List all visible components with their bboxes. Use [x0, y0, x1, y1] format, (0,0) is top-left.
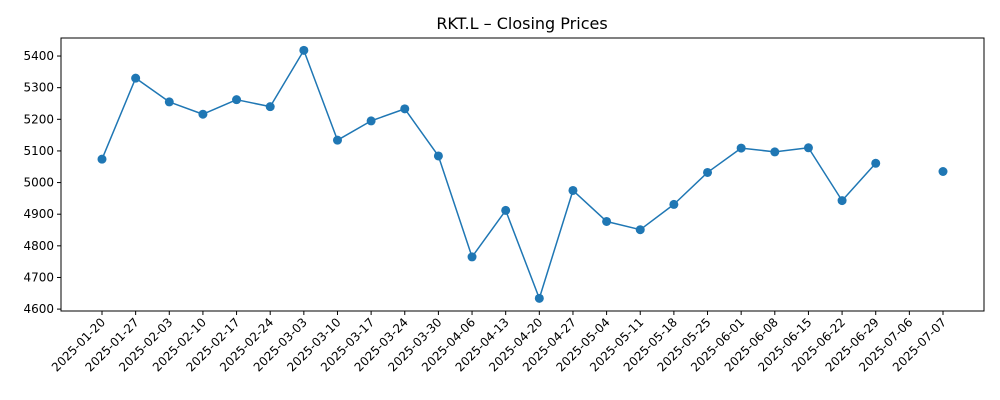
data-point	[97, 154, 107, 164]
data-point	[332, 135, 342, 145]
data-point	[366, 116, 376, 126]
data-point	[736, 143, 746, 153]
data-point	[803, 143, 813, 153]
data-point	[703, 167, 713, 177]
data-point	[265, 102, 275, 112]
y-tick-label: 5100	[23, 144, 54, 158]
data-point	[534, 293, 544, 303]
plot-frame	[60, 37, 985, 312]
data-point	[501, 205, 511, 215]
data-point	[198, 109, 208, 119]
data-point	[837, 196, 847, 206]
data-point	[871, 158, 881, 168]
data-point	[164, 97, 174, 107]
y-tick-label: 5200	[23, 112, 54, 126]
y-tick-label: 4600	[23, 302, 54, 316]
y-tick-label: 5000	[23, 176, 54, 190]
data-point	[568, 185, 578, 195]
data-point	[635, 225, 645, 235]
series-line	[101, 49, 877, 300]
data-point	[770, 147, 780, 157]
y-tick-label: 5400	[23, 49, 54, 63]
data-point	[938, 166, 948, 176]
y-tick-label: 4800	[23, 239, 54, 253]
data-point	[400, 104, 410, 114]
data-point	[433, 151, 443, 161]
y-tick-label: 4700	[23, 270, 54, 284]
y-tick-label: 4900	[23, 207, 54, 221]
y-tick-label: 5300	[23, 81, 54, 95]
data-point	[131, 73, 141, 83]
data-point	[299, 45, 309, 55]
data-point	[669, 199, 679, 209]
chart-title: RKT.L – Closing Prices	[436, 14, 607, 33]
data-point	[602, 216, 612, 226]
data-point	[232, 95, 242, 105]
data-point	[467, 252, 477, 262]
